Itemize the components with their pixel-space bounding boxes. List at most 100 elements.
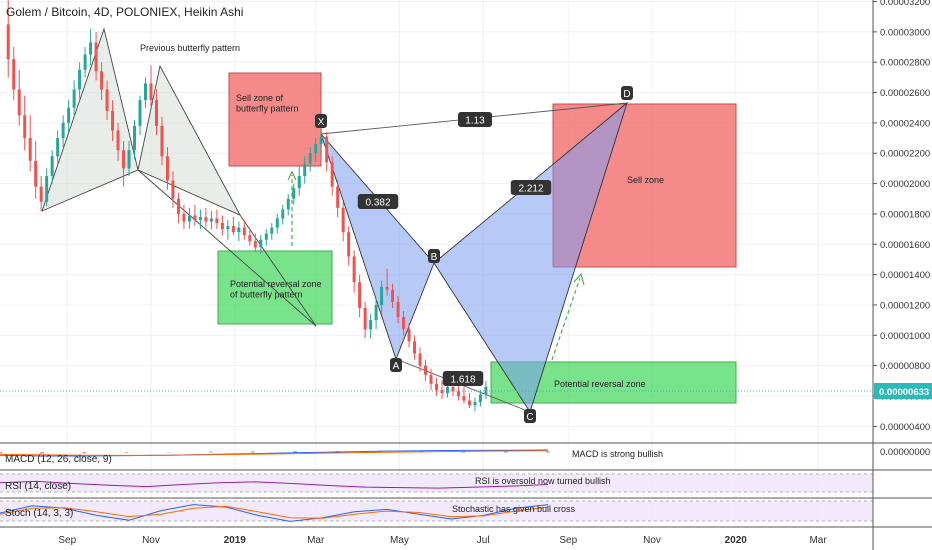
- time-tick-label: 2019: [224, 535, 247, 546]
- sell-zone-butterfly-box: [228, 72, 322, 167]
- candle-body: [242, 227, 246, 236]
- candle-body: [28, 138, 32, 161]
- candle-body: [176, 198, 180, 214]
- point-X-bg: [315, 114, 327, 128]
- candle-body: [198, 216, 202, 220]
- candle-body: [484, 386, 488, 395]
- prev-butterfly-label: Previous butterfly pattern: [140, 43, 240, 53]
- candle-body: [100, 71, 104, 90]
- candle-body: [160, 125, 164, 157]
- sell-zone-label: Sell zone: [627, 175, 664, 185]
- time-tick-label: Jul: [477, 535, 490, 546]
- butterfly-wing-left: [41, 27, 139, 212]
- candle-body: [281, 209, 285, 219]
- price-tick-label: 0.00002200: [880, 149, 930, 160]
- candle-body: [39, 186, 43, 202]
- candle-body: [45, 176, 49, 202]
- macd-histogram-bar: [208, 451, 213, 453]
- candle-body: [325, 136, 329, 163]
- ratio-label-2212: 2.212: [518, 184, 543, 195]
- time-tick-label: Sep: [559, 535, 577, 546]
- reversal-zone-butterfly-box: [217, 250, 333, 325]
- ratio-label-2212-bg: [510, 180, 552, 195]
- ratio-label-1618: 1.618: [450, 375, 475, 386]
- candle-body: [23, 115, 27, 139]
- candle-body: [292, 188, 296, 199]
- candle-body: [385, 286, 389, 290]
- candle-body: [319, 136, 323, 145]
- point-A-bg: [390, 358, 402, 372]
- candle-body: [358, 282, 362, 308]
- candle-body: [297, 176, 301, 189]
- price-tick-label: 0.00002000: [880, 179, 930, 190]
- time-tick-label: Nov: [142, 535, 160, 546]
- candle-body: [56, 138, 60, 157]
- candle-body: [61, 122, 65, 139]
- candle-body: [259, 239, 263, 248]
- time-tick-label: Nov: [643, 535, 661, 546]
- macd-histogram-bar: [40, 452, 45, 454]
- candle-body: [105, 89, 109, 111]
- price-tick-label: 0.00000400: [880, 422, 930, 433]
- price-tick-label: 0.00001200: [880, 300, 930, 311]
- sell-zone-butterfly-label: Sell zone of butterfly pattern: [236, 93, 299, 113]
- candle-body: [171, 180, 175, 199]
- point-A-label: A: [393, 361, 400, 372]
- candle-body: [429, 374, 433, 384]
- macd-note: MACD is strong bullish: [572, 449, 663, 459]
- reversal-zone-label: Potential reversal zone: [554, 379, 646, 389]
- candle-body: [138, 100, 142, 126]
- candle-body: [347, 232, 351, 257]
- butterfly-leg-2: [239, 214, 317, 327]
- candle-body: [231, 226, 235, 233]
- time-tick-label: Mar: [307, 535, 325, 546]
- candle-body: [6, 24, 10, 60]
- macd-histogram-bar: [546, 451, 550, 453]
- butterfly-wing-right: [137, 64, 242, 216]
- projection-arrow-right: [551, 277, 581, 361]
- price-tick-label: 0.00001000: [880, 331, 930, 342]
- candle-body: [418, 353, 422, 366]
- projection-arrowhead-left: [287, 170, 297, 181]
- candle-body: [248, 235, 252, 242]
- butterfly-layer: [41, 27, 317, 327]
- xabcd-layer: [320, 101, 628, 414]
- candle-body: [220, 223, 224, 230]
- candle-body: [50, 156, 54, 176]
- price-tick-label: 0.00002400: [880, 118, 930, 129]
- price-tick-label: 0.00002800: [880, 58, 930, 69]
- point-D-bg: [621, 86, 633, 100]
- candle-body: [435, 383, 438, 390]
- candle-body: [478, 394, 482, 403]
- candle-body: [237, 227, 241, 233]
- candle-body: [122, 150, 126, 169]
- candle-body: [467, 400, 471, 406]
- candle-body: [303, 163, 307, 176]
- candle-body: [445, 386, 449, 393]
- ratio-label-1618-bg: [442, 371, 484, 386]
- candle-body: [374, 304, 378, 321]
- candle-body: [149, 83, 153, 101]
- page-title: Golem / Bitcoin, 4D, POLONIEX, Heikin As…: [6, 5, 244, 19]
- point-B-bg: [428, 249, 440, 263]
- candle-body: [462, 396, 466, 401]
- candle-body: [451, 386, 455, 392]
- butterfly-leg: [137, 169, 317, 327]
- candle-body: [330, 162, 334, 187]
- macd-histogram-bar: [82, 452, 87, 454]
- candles-layer: [6, 0, 488, 412]
- candle-body: [154, 100, 158, 126]
- macd-histogram-bar: [0, 452, 2, 454]
- macd-axis-label: 0.00000000: [880, 447, 930, 458]
- candle-body: [111, 110, 115, 131]
- candle-body: [34, 160, 38, 187]
- candle-body: [264, 233, 268, 240]
- candle-body: [341, 207, 345, 233]
- stoch-k-line: [0, 504, 549, 522]
- price-tick-label: 0.00001800: [880, 209, 930, 220]
- macd-histogram-bar: [166, 452, 171, 453]
- candle-body: [369, 320, 373, 330]
- candle-body: [193, 215, 197, 220]
